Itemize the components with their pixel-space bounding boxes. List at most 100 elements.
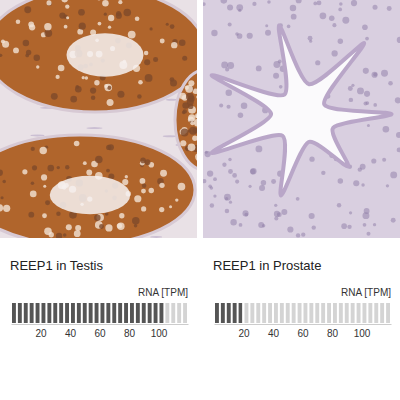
tick-label: 100 bbox=[354, 328, 371, 339]
tissue-image bbox=[0, 0, 197, 238]
tissue-image bbox=[203, 0, 400, 238]
segment-gap bbox=[390, 303, 392, 323]
segment-gap bbox=[231, 303, 233, 323]
tick-label: 60 bbox=[94, 328, 106, 339]
segment-gap bbox=[81, 303, 83, 323]
segment-gap bbox=[272, 303, 274, 323]
tick: 100 bbox=[151, 324, 168, 339]
segment-gap bbox=[307, 303, 309, 323]
segment-gap bbox=[75, 303, 77, 323]
bars bbox=[214, 303, 242, 323]
segment-gap bbox=[169, 303, 171, 323]
axis-line bbox=[215, 324, 392, 325]
tick-label: 80 bbox=[327, 328, 339, 339]
segment-gap bbox=[128, 303, 130, 323]
segment-gap bbox=[319, 303, 321, 323]
segment-gap bbox=[158, 303, 160, 323]
segment-gap bbox=[243, 303, 245, 323]
tick-label: 60 bbox=[297, 328, 309, 339]
segment-gap bbox=[152, 303, 154, 323]
segment-gap bbox=[284, 303, 286, 323]
tick: 20 bbox=[35, 324, 47, 339]
segment-gap bbox=[266, 303, 268, 323]
segment-gap bbox=[40, 303, 42, 323]
segment-gap bbox=[213, 303, 215, 323]
segment-gap bbox=[331, 303, 333, 323]
tick-label: 40 bbox=[65, 328, 77, 339]
title: REEP1 in Testis bbox=[10, 258, 103, 273]
bars bbox=[11, 303, 164, 323]
figure: REEP1 in TestisRNA [TPM]20406080100REEP1… bbox=[0, 0, 400, 400]
segment-gap bbox=[355, 303, 357, 323]
bar bbox=[214, 303, 242, 323]
segment-gap bbox=[63, 303, 65, 323]
segment-gap bbox=[290, 303, 292, 323]
segment-gap bbox=[366, 303, 368, 323]
segment-gap bbox=[187, 303, 189, 323]
segment-gap bbox=[181, 303, 183, 323]
segment-gap bbox=[254, 303, 256, 323]
segment-gap bbox=[219, 303, 221, 323]
segments bbox=[11, 303, 188, 323]
title: REEP1 in Prostate bbox=[213, 258, 321, 273]
segment-gap bbox=[343, 303, 345, 323]
segment-gap bbox=[110, 303, 112, 323]
segment-gap bbox=[378, 303, 380, 323]
segment-gap bbox=[302, 303, 304, 323]
segment-gap bbox=[260, 303, 262, 323]
segment-gap bbox=[140, 303, 142, 323]
segment-gap bbox=[122, 303, 124, 323]
segment-gap bbox=[45, 303, 47, 323]
tick-label: 20 bbox=[238, 328, 250, 339]
segment-gap bbox=[313, 303, 315, 323]
segment-gap bbox=[10, 303, 12, 323]
tick-label: 100 bbox=[151, 328, 168, 339]
segment-gap bbox=[116, 303, 118, 323]
tick-label: 40 bbox=[268, 328, 280, 339]
segments bbox=[214, 303, 391, 323]
segment-gap bbox=[22, 303, 24, 323]
axis-label: RNA [TPM] bbox=[341, 287, 391, 298]
segment-gap bbox=[248, 303, 250, 323]
segment-gap bbox=[372, 303, 374, 323]
segment-gap bbox=[225, 303, 227, 323]
tick: 40 bbox=[268, 324, 280, 339]
tick-label: 80 bbox=[124, 328, 136, 339]
segment-gap bbox=[99, 303, 101, 323]
tick: 60 bbox=[94, 324, 106, 339]
segment-gap bbox=[361, 303, 363, 323]
segment-gap bbox=[51, 303, 53, 323]
segment-gap bbox=[237, 303, 239, 323]
segment-gap bbox=[34, 303, 36, 323]
segment-gap bbox=[57, 303, 59, 323]
bar bbox=[11, 303, 164, 323]
segment-gap bbox=[134, 303, 136, 323]
segment-gap bbox=[175, 303, 177, 323]
panel: REEP1 in Prostate RNA [TPM] 20 40 60 80 100 bbox=[202, 0, 400, 339]
axis-label: RNA [TPM] bbox=[138, 287, 188, 298]
track bbox=[214, 303, 391, 323]
tick: 100 bbox=[354, 324, 371, 339]
tick: 60 bbox=[297, 324, 309, 339]
tick: 40 bbox=[65, 324, 77, 339]
segment-gap bbox=[87, 303, 89, 323]
tick: 80 bbox=[124, 324, 136, 339]
segment-gap bbox=[278, 303, 280, 323]
tick-label: 20 bbox=[35, 328, 47, 339]
segment-gap bbox=[349, 303, 351, 323]
segment-gap bbox=[93, 303, 95, 323]
segment-gap bbox=[69, 303, 71, 323]
panel: REEP1 in Testis RNA [TPM] 20 40 60 80 100 bbox=[0, 0, 235, 339]
segment-gap bbox=[384, 303, 386, 323]
segment-gap bbox=[337, 303, 339, 323]
segment-gap bbox=[325, 303, 327, 323]
segment-gap bbox=[163, 303, 165, 323]
segment-gap bbox=[104, 303, 106, 323]
x-axis: 20 40 60 80 100 bbox=[12, 324, 189, 339]
track bbox=[11, 303, 188, 323]
axis-line bbox=[12, 324, 189, 325]
x-axis: 20 40 60 80 100 bbox=[215, 324, 392, 339]
segment-gap bbox=[16, 303, 18, 323]
segment-gap bbox=[28, 303, 30, 323]
segment-gap bbox=[146, 303, 148, 323]
